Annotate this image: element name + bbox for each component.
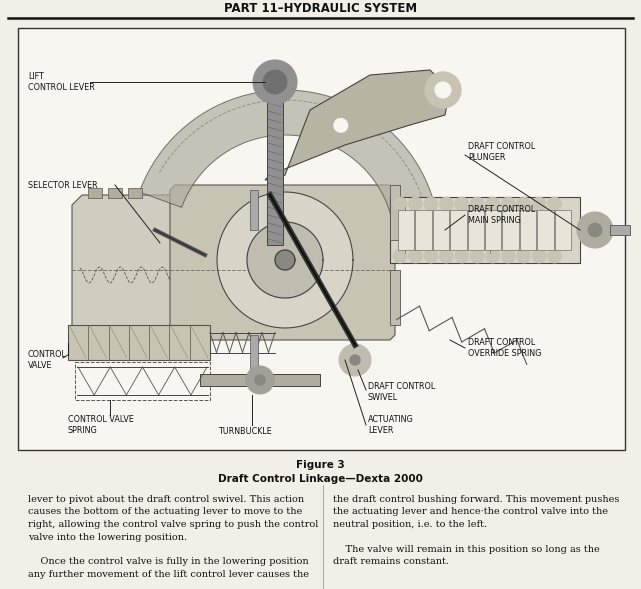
Bar: [200, 374, 320, 386]
Bar: [190, 325, 210, 360]
Circle shape: [588, 223, 602, 237]
Circle shape: [339, 344, 371, 376]
Circle shape: [439, 197, 453, 211]
Text: lever to pivot about the draft control swivel. This action: lever to pivot about the draft control s…: [28, 495, 304, 504]
Text: DRAFT CONTROL
SWIVEL: DRAFT CONTROL SWIVEL: [368, 382, 435, 402]
Circle shape: [253, 60, 297, 104]
Polygon shape: [247, 222, 323, 298]
Circle shape: [255, 375, 265, 385]
Circle shape: [334, 118, 348, 133]
Text: LIFT
CONTROL LEVER: LIFT CONTROL LEVER: [28, 72, 95, 92]
Text: neutral position, i.e. to the left.: neutral position, i.e. to the left.: [333, 520, 487, 529]
Bar: [467, 210, 484, 250]
Polygon shape: [72, 195, 185, 340]
Circle shape: [517, 197, 531, 211]
Circle shape: [501, 197, 515, 211]
Circle shape: [455, 249, 469, 263]
Bar: [520, 210, 537, 250]
Text: the draft control bushing forward. This movement pushes: the draft control bushing forward. This …: [333, 495, 619, 504]
Bar: [75, 362, 210, 400]
Circle shape: [501, 249, 515, 263]
Circle shape: [486, 249, 500, 263]
Text: valve into the lowering position.: valve into the lowering position.: [28, 532, 187, 541]
Bar: [88, 325, 108, 360]
Bar: [128, 188, 142, 198]
Text: DRAFT CONTROL
PLUNGER: DRAFT CONTROL PLUNGER: [468, 143, 535, 162]
Circle shape: [547, 197, 562, 211]
Polygon shape: [275, 250, 295, 270]
Polygon shape: [139, 90, 440, 236]
Circle shape: [532, 197, 546, 211]
Circle shape: [470, 249, 484, 263]
Bar: [169, 325, 190, 360]
Circle shape: [408, 249, 422, 263]
Text: the actuating lever and hence·the control valve into the: the actuating lever and hence·the contro…: [333, 508, 608, 517]
Circle shape: [435, 82, 451, 98]
Polygon shape: [170, 185, 395, 340]
Circle shape: [425, 72, 461, 108]
Circle shape: [577, 212, 613, 248]
Text: ACTUATING
LEVER: ACTUATING LEVER: [368, 415, 413, 435]
Bar: [390, 197, 580, 263]
Circle shape: [408, 197, 422, 211]
Bar: [267, 90, 283, 245]
Circle shape: [350, 355, 360, 365]
Text: The valve will remain in this position so long as the: The valve will remain in this position s…: [333, 545, 600, 554]
Bar: [108, 188, 122, 198]
Bar: [398, 210, 414, 250]
Circle shape: [470, 197, 484, 211]
Bar: [68, 325, 88, 360]
Text: Once the control valve is fully in the lowering position: Once the control valve is fully in the l…: [28, 558, 308, 567]
Bar: [108, 325, 129, 360]
Bar: [390, 185, 400, 240]
Circle shape: [424, 249, 438, 263]
Text: CONTROL VALVE
SPRING: CONTROL VALVE SPRING: [68, 415, 134, 435]
Bar: [250, 335, 258, 375]
Circle shape: [393, 197, 407, 211]
Bar: [503, 210, 519, 250]
Circle shape: [486, 197, 500, 211]
Circle shape: [263, 70, 287, 94]
Text: DRAFT CONTROL
OVERRIDE SPRING: DRAFT CONTROL OVERRIDE SPRING: [468, 338, 542, 358]
Text: DRAFT CONTROL
MAIN SPRING: DRAFT CONTROL MAIN SPRING: [468, 206, 535, 224]
Text: right, allowing the control valve spring to push the control: right, allowing the control valve spring…: [28, 520, 319, 529]
Bar: [18, 28, 625, 450]
Text: Draft Control Linkage—Dexta 2000: Draft Control Linkage—Dexta 2000: [218, 474, 423, 484]
Circle shape: [393, 249, 407, 263]
Circle shape: [424, 197, 438, 211]
Text: Figure 3: Figure 3: [296, 460, 345, 470]
Text: draft remains constant.: draft remains constant.: [333, 558, 449, 567]
Bar: [450, 210, 467, 250]
Text: TURNBUCKLE: TURNBUCKLE: [218, 428, 272, 436]
Bar: [537, 210, 554, 250]
Bar: [433, 210, 449, 250]
Circle shape: [439, 249, 453, 263]
Bar: [554, 210, 571, 250]
Text: PART 11–HYDRAULIC SYSTEM: PART 11–HYDRAULIC SYSTEM: [224, 2, 417, 15]
Circle shape: [532, 249, 546, 263]
Circle shape: [517, 249, 531, 263]
Text: causes the bottom of the actuating lever to move to the: causes the bottom of the actuating lever…: [28, 508, 303, 517]
Text: CONTROL
VALVE: CONTROL VALVE: [28, 350, 67, 370]
Polygon shape: [217, 192, 353, 328]
Bar: [88, 188, 102, 198]
Bar: [415, 210, 432, 250]
Bar: [250, 190, 258, 230]
Bar: [68, 325, 210, 360]
Text: any further movement of the lift control lever causes the: any further movement of the lift control…: [28, 570, 309, 579]
Bar: [149, 325, 169, 360]
Polygon shape: [265, 70, 450, 180]
Bar: [610, 225, 630, 235]
Bar: [390, 270, 400, 325]
Bar: [485, 210, 501, 250]
Circle shape: [547, 249, 562, 263]
Circle shape: [455, 197, 469, 211]
Text: SELECTOR LEVER: SELECTOR LEVER: [28, 180, 97, 190]
Bar: [129, 325, 149, 360]
Circle shape: [246, 366, 274, 394]
